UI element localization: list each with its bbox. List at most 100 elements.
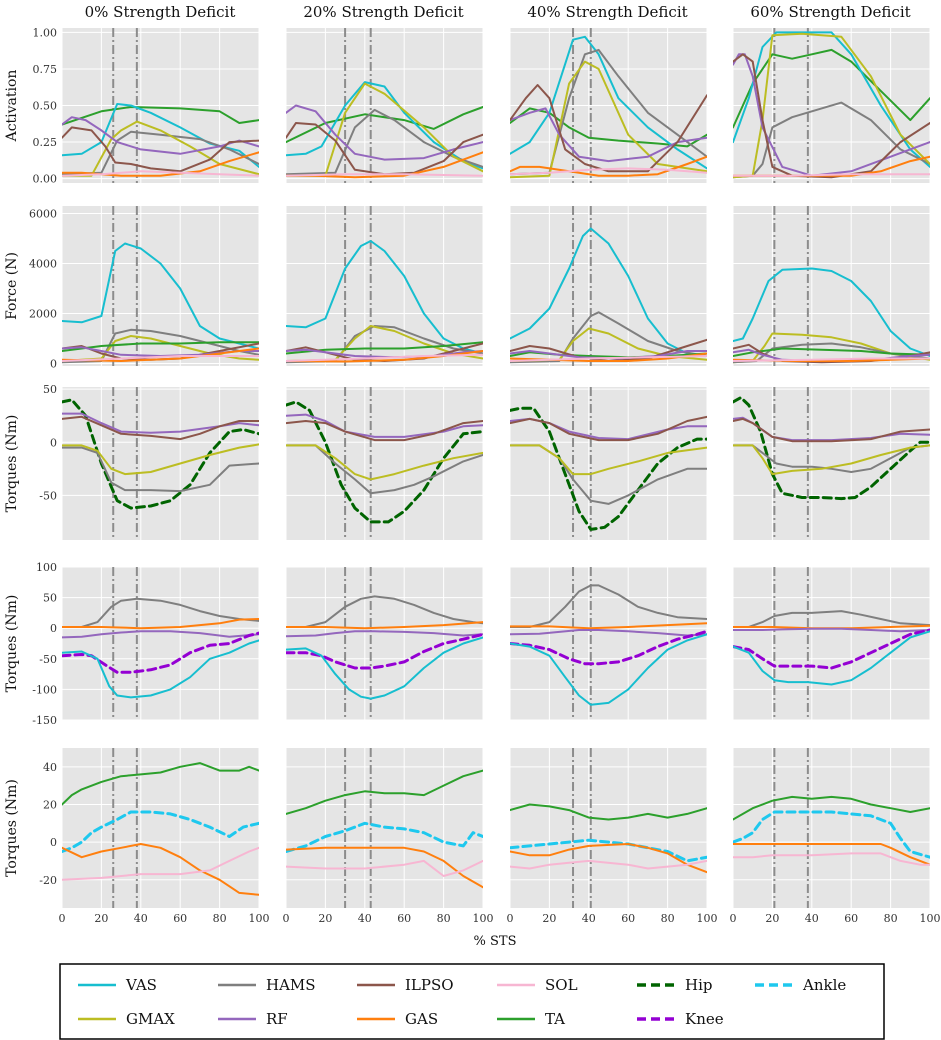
- series-sol-line: [62, 846, 259, 881]
- series-rf-line: [733, 627, 930, 633]
- series-vas-line: [62, 639, 259, 699]
- x-tick-label: 60: [621, 912, 635, 925]
- plot-background: [510, 206, 707, 366]
- series-hip-line: [510, 406, 707, 531]
- series-hams-line: [733, 101, 930, 179]
- series-hams-line: [286, 444, 483, 495]
- series-rf-line: [510, 107, 707, 163]
- x-tick-label: 20: [318, 912, 332, 925]
- legend-label-rf: RF: [266, 1010, 288, 1028]
- series-rf-line: [286, 104, 483, 161]
- series-ta-line: [733, 795, 930, 821]
- x-tick-label: 0: [730, 912, 737, 925]
- y-axis-label-row-3: Torques (Nm): [4, 595, 20, 693]
- series-vas-line: [733, 630, 930, 686]
- series-ta-line: [286, 769, 483, 815]
- legend-label-gas: GAS: [405, 1010, 438, 1028]
- y-tick-label: 0: [50, 358, 57, 371]
- plot-background: [62, 748, 259, 908]
- column-title-0: 0% Strength Deficit: [85, 3, 236, 21]
- legend-label-ta: TA: [545, 1010, 565, 1028]
- series-vas-line: [286, 240, 483, 355]
- legend-label-vas: VAS: [125, 976, 157, 994]
- series-sol-line: [286, 353, 483, 362]
- series-gas-line: [733, 843, 930, 866]
- x-tick-label: 20: [542, 912, 556, 925]
- series-sol-line: [733, 173, 930, 177]
- column-title-3: 60% Strength Deficit: [750, 3, 910, 21]
- y-tick-label: 1.00: [33, 26, 58, 39]
- y-tick-label: 50: [43, 592, 57, 605]
- series-ilpso-line: [733, 417, 930, 443]
- y-tick-label: 0.75: [33, 63, 58, 76]
- y-tick-label: 50: [43, 383, 57, 396]
- plot-background: [733, 387, 930, 540]
- series-sol-line: [510, 167, 707, 176]
- column-title-2: 40% Strength Deficit: [527, 3, 687, 21]
- series-rf-line: [62, 412, 259, 434]
- panel-r1-c3: [732, 206, 931, 366]
- x-tick-label: 60: [397, 912, 411, 925]
- panel-r2-c0: [61, 387, 260, 540]
- plot-background: [286, 567, 483, 720]
- series-vas-line: [733, 31, 930, 168]
- x-tick-label: 0: [59, 912, 66, 925]
- series-ilpso-line: [286, 122, 483, 176]
- series-rf-line: [510, 629, 707, 637]
- series-ilpso-line: [733, 53, 930, 179]
- panel-r3-c0: [61, 566, 260, 721]
- y-tick-label: 6000: [29, 208, 57, 221]
- panel-r2-c2: [509, 387, 708, 540]
- series-ta-line: [62, 106, 259, 126]
- x-tick-label: 80: [213, 912, 227, 925]
- series-gas-line: [62, 347, 259, 362]
- series-sol-line: [62, 355, 259, 362]
- series-gas-line: [62, 618, 259, 630]
- series-vas-line: [510, 633, 707, 706]
- series-vas-line: [510, 227, 707, 357]
- x-tick-label: 40: [805, 912, 819, 925]
- y-tick-label: 100: [36, 561, 57, 574]
- x-tick-label: 20: [94, 912, 108, 925]
- series-hams-line: [286, 108, 483, 176]
- series-vas-line: [62, 242, 259, 350]
- panel-r2-c3: [732, 387, 931, 540]
- y-tick-label: 4000: [29, 258, 57, 271]
- series-hams-line: [733, 444, 930, 473]
- series-rf-line: [286, 413, 483, 438]
- panel-r2-c1: [285, 387, 484, 540]
- panel-r0-c1: [285, 28, 484, 183]
- y-tick-label: 40: [43, 761, 57, 774]
- legend-label-hip: Hip: [685, 976, 712, 994]
- series-ta-line: [510, 803, 707, 821]
- panel-r4-c3: [732, 748, 931, 908]
- y-tick-label: -150: [32, 714, 57, 727]
- series-ilpso-line: [62, 126, 259, 173]
- series-ankle-line: [733, 810, 930, 859]
- x-tick-label: 80: [437, 912, 451, 925]
- series-rf-line: [62, 630, 259, 639]
- y-axis-label-row-1: Force (N): [4, 252, 20, 320]
- series-gmax-line: [286, 444, 483, 481]
- series-hams-line: [62, 446, 259, 493]
- panel-r4-c2: [509, 748, 708, 908]
- panel-r4-c1: [285, 748, 484, 908]
- panel-r0-c2: [509, 28, 708, 183]
- panel-r3-c3: [732, 566, 931, 721]
- series-hams-line: [286, 595, 483, 628]
- series-vas-line: [733, 267, 930, 357]
- series-gmax-line: [733, 32, 930, 179]
- y-tick-label: 0: [50, 836, 57, 849]
- series-gas-line: [62, 843, 259, 896]
- series-gas-line: [510, 843, 707, 874]
- series-gmax-line: [62, 120, 259, 177]
- series-ilpso-line: [286, 420, 483, 442]
- y-tick-label: 0.00: [33, 173, 58, 186]
- plot-background: [733, 567, 930, 720]
- series-gas-line: [286, 621, 483, 630]
- column-titles: 0% Strength Deficit 20% Strength Deficit…: [85, 3, 911, 21]
- panel-r3-c1: [285, 566, 484, 721]
- y-tick-label: -50: [39, 489, 57, 502]
- x-tick-label: 60: [173, 912, 187, 925]
